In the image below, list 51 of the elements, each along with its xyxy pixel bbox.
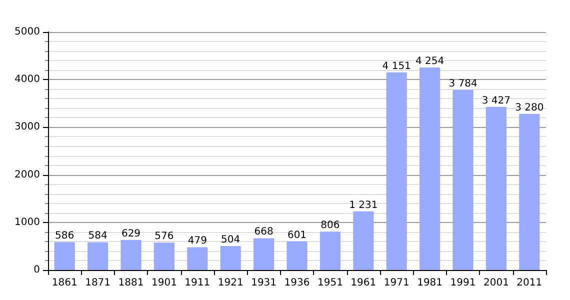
x-tick-label: 1911 xyxy=(184,278,210,288)
bar xyxy=(486,106,506,270)
bar xyxy=(54,242,75,270)
bar xyxy=(254,238,274,270)
bar xyxy=(320,232,340,270)
x-tick-label: 1961 xyxy=(350,278,376,288)
data-label: 3 784 xyxy=(448,78,478,90)
data-label: 504 xyxy=(221,234,240,246)
data-label: 668 xyxy=(254,226,274,238)
y-tick-label: 1000 xyxy=(14,216,40,228)
x-tick-label: 2001 xyxy=(483,278,509,288)
data-label: 3 427 xyxy=(482,95,511,106)
y-tick-label: 4000 xyxy=(14,74,40,86)
x-tick-label: 2011 xyxy=(516,278,542,288)
data-label: 4 254 xyxy=(415,56,444,68)
bar xyxy=(286,241,308,270)
x-tick-label: 1991 xyxy=(450,278,476,288)
x-tick-label: 1871 xyxy=(85,278,111,288)
bar xyxy=(452,90,474,270)
x-tick-label: 1981 xyxy=(417,278,443,288)
bar xyxy=(386,72,407,270)
data-label: 584 xyxy=(88,230,108,242)
data-label: 4 151 xyxy=(382,60,411,72)
x-tick-label: 1921 xyxy=(218,278,244,288)
x-tick-label: 1936 xyxy=(284,278,310,288)
data-label: 601 xyxy=(287,230,307,241)
x-tick-label: 1861 xyxy=(52,278,78,288)
bar xyxy=(420,68,440,270)
data-label: 1 231 xyxy=(349,200,378,211)
bar xyxy=(154,242,174,270)
data-label: 586 xyxy=(55,230,74,242)
y-tick-label: 3000 xyxy=(14,122,40,133)
x-tick-label: 1951 xyxy=(317,278,343,288)
x-tick-label: 1901 xyxy=(151,278,177,288)
bar xyxy=(120,240,142,270)
data-label: 629 xyxy=(121,228,141,240)
x-tick-label: 1931 xyxy=(251,278,277,288)
bar xyxy=(187,247,208,270)
y-tick-label: 2000 xyxy=(14,169,40,180)
data-label: 806 xyxy=(320,220,340,232)
y-tick-label: 0 xyxy=(34,264,40,276)
data-label: 576 xyxy=(154,231,174,242)
bar xyxy=(353,211,374,270)
data-label: 479 xyxy=(188,236,207,247)
y-tick-label: 5000 xyxy=(14,26,40,38)
bar xyxy=(220,246,241,270)
x-tick-label: 1881 xyxy=(118,278,144,288)
bar xyxy=(519,114,540,270)
bar xyxy=(88,242,108,270)
x-tick-label: 1971 xyxy=(384,278,410,288)
data-label: 3 280 xyxy=(515,102,544,114)
